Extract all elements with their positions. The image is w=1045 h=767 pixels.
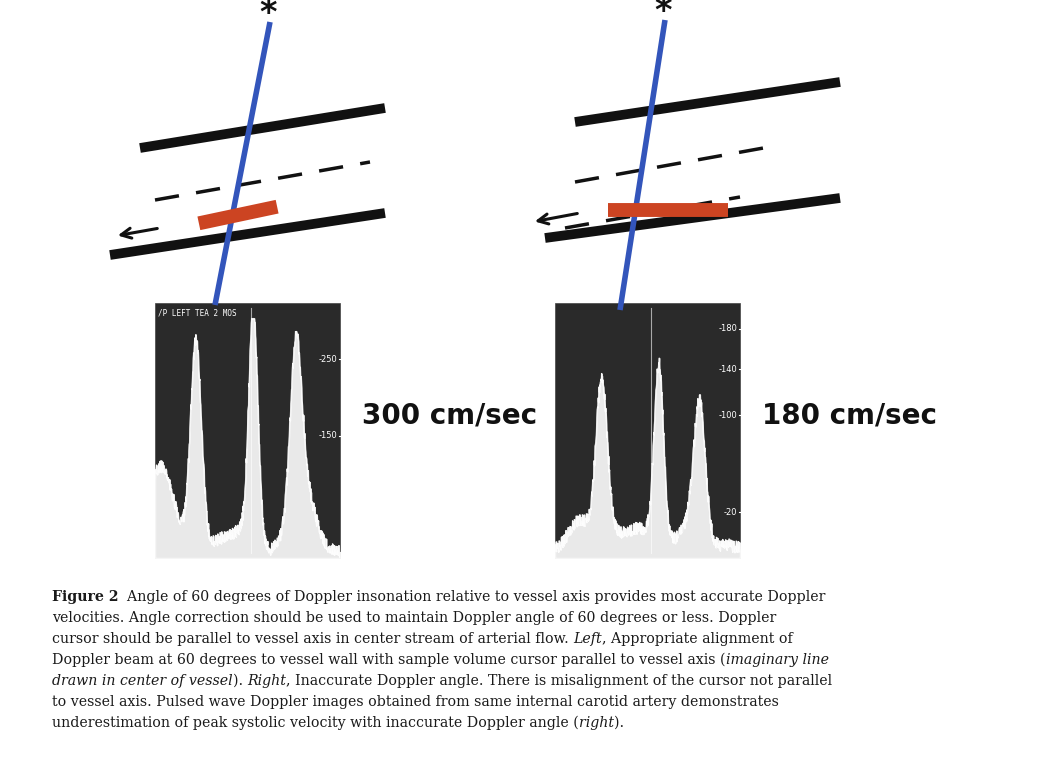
Text: underestimation of peak systolic velocity with inaccurate Doppler angle (: underestimation of peak systolic velocit… xyxy=(52,716,579,730)
Bar xyxy=(555,303,740,558)
Text: imaginary line: imaginary line xyxy=(725,653,829,667)
Text: Angle of 60 degrees of Doppler insonation relative to vessel axis provides most : Angle of 60 degrees of Doppler insonatio… xyxy=(118,590,826,604)
Text: Left: Left xyxy=(574,632,602,646)
Text: , Appropriate alignment of: , Appropriate alignment of xyxy=(602,632,792,646)
Text: to vessel axis. Pulsed wave Doppler images obtained from same internal carotid a: to vessel axis. Pulsed wave Doppler imag… xyxy=(52,695,779,709)
Text: -100: -100 xyxy=(718,410,737,420)
Text: Figure 2: Figure 2 xyxy=(52,590,118,604)
Text: cursor should be parallel to vessel axis in center stream of arterial flow.: cursor should be parallel to vessel axis… xyxy=(52,632,574,646)
Text: /P LEFT TEA 2 MOS: /P LEFT TEA 2 MOS xyxy=(158,308,236,317)
Text: Right: Right xyxy=(248,674,286,688)
Text: *: * xyxy=(259,0,277,31)
Text: *: * xyxy=(654,0,672,28)
Text: right: right xyxy=(579,716,613,730)
Text: Doppler beam at 60 degrees to vessel wall with sample volume cursor parallel to : Doppler beam at 60 degrees to vessel wal… xyxy=(52,653,725,667)
Text: -150: -150 xyxy=(319,431,336,440)
Bar xyxy=(155,303,340,558)
Text: 180 cm/sec: 180 cm/sec xyxy=(762,401,937,429)
Text: drawn in center of vessel: drawn in center of vessel xyxy=(52,674,233,688)
Text: ).: ). xyxy=(233,674,248,688)
Text: -250: -250 xyxy=(319,354,336,364)
Text: -180: -180 xyxy=(718,324,737,333)
Text: velocities. Angle correction should be used to maintain Doppler angle of 60 degr: velocities. Angle correction should be u… xyxy=(52,611,776,625)
Text: -20: -20 xyxy=(723,508,737,517)
Text: 300 cm/sec: 300 cm/sec xyxy=(362,401,537,429)
Text: , Inaccurate Doppler angle. There is misalignment of the cursor not parallel: , Inaccurate Doppler angle. There is mis… xyxy=(286,674,832,688)
Text: -140: -140 xyxy=(718,365,737,374)
Text: ).: ). xyxy=(613,716,624,730)
